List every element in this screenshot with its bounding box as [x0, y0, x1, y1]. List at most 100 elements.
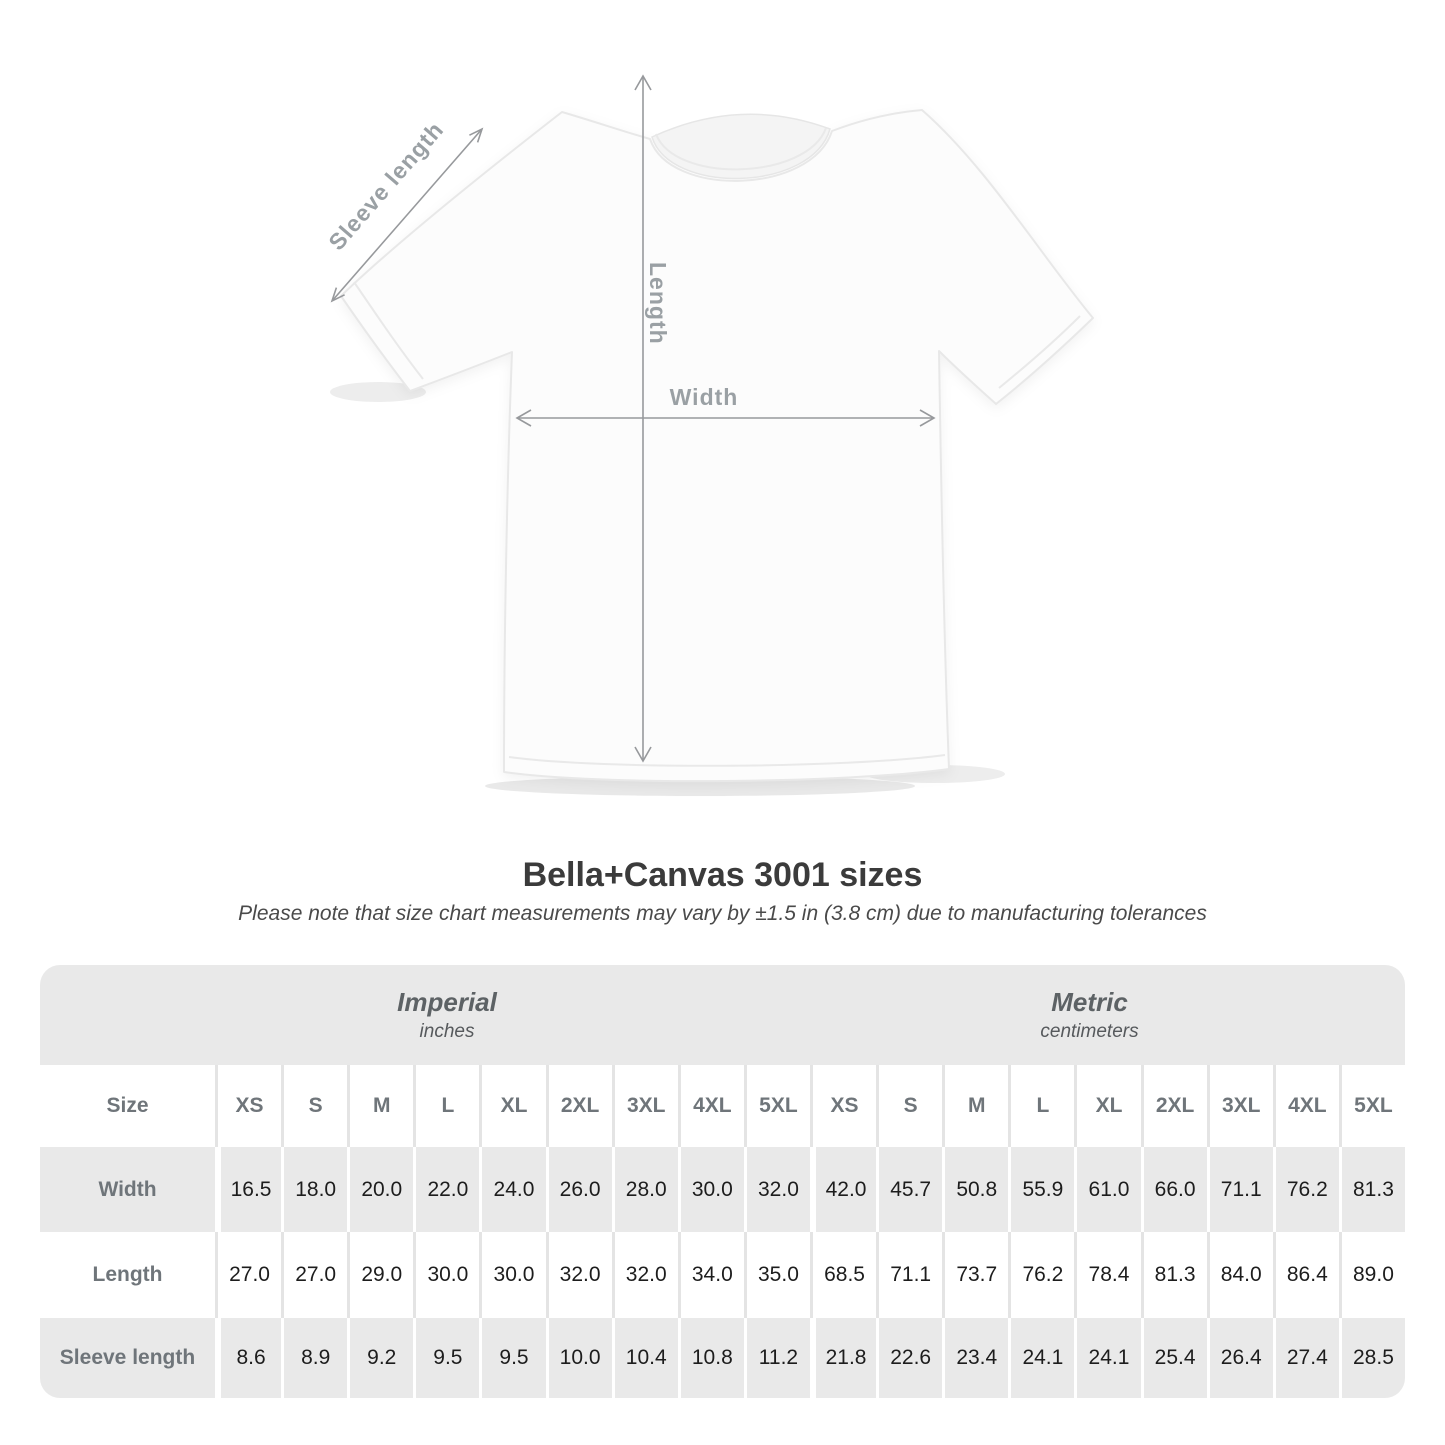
- measurement-cell: 30.0: [479, 1232, 545, 1318]
- size-col-header: 3XL: [1206, 1065, 1273, 1147]
- measurement-cell: 32.0: [611, 1232, 678, 1318]
- size-col-header: 2XL: [545, 1065, 612, 1147]
- size-col-header: S: [876, 1065, 942, 1147]
- measurement-cell: 9.5: [479, 1318, 545, 1398]
- size-col-header: S: [281, 1065, 347, 1147]
- measurement-cell: 10.0: [545, 1318, 612, 1398]
- measurement-cell: 81.3: [1140, 1232, 1207, 1318]
- measurement-cell: 27.0: [215, 1232, 281, 1318]
- cuff-shadow: [330, 382, 426, 402]
- row-label: Length: [92, 1263, 163, 1286]
- measurement-cell: 22.6: [876, 1318, 942, 1398]
- measurement-cell: 78.4: [1074, 1232, 1140, 1318]
- imperial-title: Imperial: [397, 987, 497, 1017]
- measurement-cell: 28.5: [1338, 1318, 1405, 1398]
- imperial-header: Imperial inches: [40, 965, 810, 1065]
- size-col-header: 4XL: [1272, 1065, 1339, 1147]
- tshirt-diagram: Sleeve length Length Width: [323, 74, 1094, 796]
- metric-title: Metric: [1051, 987, 1128, 1017]
- measurement-cell: 76.2: [1272, 1147, 1339, 1232]
- size-col-header: XS: [215, 1065, 281, 1147]
- measurement-cell: 61.0: [1074, 1147, 1140, 1232]
- row-label: Sleeve length: [59, 1346, 196, 1369]
- size-col-header: M: [942, 1065, 1008, 1147]
- size-header-row: Size XS S M L XL 2XL 3XL 4XL 5XL XS S M …: [40, 1065, 1405, 1147]
- measurement-cell: 32.0: [743, 1147, 810, 1232]
- measurement-cell: 8.6: [215, 1318, 281, 1398]
- metric-header: Metric centimeters: [810, 965, 1405, 1065]
- measurement-cell: 89.0: [1338, 1232, 1405, 1318]
- measurement-cell: 20.0: [347, 1147, 413, 1232]
- measurement-cell: 24.1: [1074, 1318, 1140, 1398]
- measurement-cell: 26.0: [545, 1147, 612, 1232]
- measurement-cell: 27.4: [1272, 1318, 1339, 1398]
- measurement-cell: 9.2: [347, 1318, 413, 1398]
- collar-seam: [655, 127, 827, 171]
- right-cuff-seam: [998, 315, 1081, 389]
- width-row: Width 16.5 18.0 20.0 22.0 24.0 26.0 28.0…: [40, 1147, 1405, 1232]
- size-col-header: L: [413, 1065, 479, 1147]
- size-col-header: XL: [479, 1065, 545, 1147]
- width-label: Width: [670, 384, 739, 410]
- size-col-header: 3XL: [611, 1065, 678, 1147]
- size-col-header: XL: [1074, 1065, 1140, 1147]
- collar-opening: [651, 113, 831, 180]
- measurement-cell: 21.8: [810, 1318, 876, 1398]
- sleeve-length-row: Sleeve length 8.6 8.9 9.2 9.5 9.5 10.0 1…: [40, 1318, 1405, 1398]
- measurement-cell: 32.0: [545, 1232, 612, 1318]
- unit-header-band: Imperial inches Metric centimeters: [40, 965, 1405, 1065]
- measurement-cell: 76.2: [1008, 1232, 1074, 1318]
- measurement-cell: 28.0: [611, 1147, 678, 1232]
- measurement-cell: 16.5: [215, 1147, 281, 1232]
- measurement-cell: 55.9: [1008, 1147, 1074, 1232]
- measurement-cell: 11.2: [743, 1318, 810, 1398]
- measurement-cell: 22.0: [413, 1147, 479, 1232]
- length-label: Length: [645, 262, 671, 345]
- measurement-cell: 23.4: [942, 1318, 1008, 1398]
- size-col-header: XS: [810, 1065, 876, 1147]
- imperial-unit: inches: [419, 1021, 475, 1042]
- measurement-cell: 29.0: [347, 1232, 413, 1318]
- row-label: Width: [98, 1177, 157, 1201]
- measurement-cell: 25.4: [1140, 1318, 1207, 1398]
- measurement-cell: 24.1: [1008, 1318, 1074, 1398]
- measurement-cell: 50.8: [942, 1147, 1008, 1232]
- measurement-cell: 30.0: [677, 1147, 744, 1232]
- measurement-cell: 34.0: [677, 1232, 744, 1318]
- measurement-cell: 68.5: [810, 1232, 876, 1318]
- measurement-cell: 9.5: [413, 1318, 479, 1398]
- measurement-cell: 71.1: [1206, 1147, 1273, 1232]
- measurement-cell: 24.0: [479, 1147, 545, 1232]
- measurement-cell: 8.9: [281, 1318, 347, 1398]
- size-header-label: Size: [106, 1094, 149, 1117]
- measurement-cell: 10.4: [611, 1318, 678, 1398]
- measurement-cell: 18.0: [281, 1147, 347, 1232]
- measurement-cell: 84.0: [1206, 1232, 1273, 1318]
- page-title: Bella+Canvas 3001 sizes: [522, 856, 923, 894]
- hem-seam: [508, 754, 946, 767]
- measurement-cell: 27.0: [281, 1232, 347, 1318]
- size-col-header: L: [1008, 1065, 1074, 1147]
- hem-shadow: [485, 776, 915, 796]
- measurement-cell: 10.8: [677, 1318, 744, 1398]
- measurement-cell: 73.7: [942, 1232, 1008, 1318]
- measurement-cell: 66.0: [1140, 1147, 1207, 1232]
- length-row: Length 27.0 27.0 29.0 30.0 30.0 32.0 32.…: [40, 1232, 1405, 1318]
- size-col-header: M: [347, 1065, 413, 1147]
- tolerance-note: Please note that size chart measurements…: [238, 902, 1207, 925]
- tshirt-body: [340, 109, 1094, 783]
- measurement-cell: 26.4: [1206, 1318, 1273, 1398]
- width-arrow: [515, 409, 936, 427]
- measurement-cell: 86.4: [1272, 1232, 1339, 1318]
- measurement-cell: 30.0: [413, 1232, 479, 1318]
- size-col-header: 5XL: [1338, 1065, 1405, 1147]
- size-col-header: 2XL: [1140, 1065, 1207, 1147]
- size-chart-table: Imperial inches Metric centimeters Size …: [40, 965, 1405, 1398]
- measurement-cell: 35.0: [743, 1232, 810, 1318]
- size-col-header: 5XL: [743, 1065, 810, 1147]
- measurement-cell: 42.0: [810, 1147, 876, 1232]
- sleeve-length-arrow: [330, 127, 484, 303]
- measurement-cell: 45.7: [876, 1147, 942, 1232]
- metric-unit: centimeters: [1040, 1021, 1139, 1042]
